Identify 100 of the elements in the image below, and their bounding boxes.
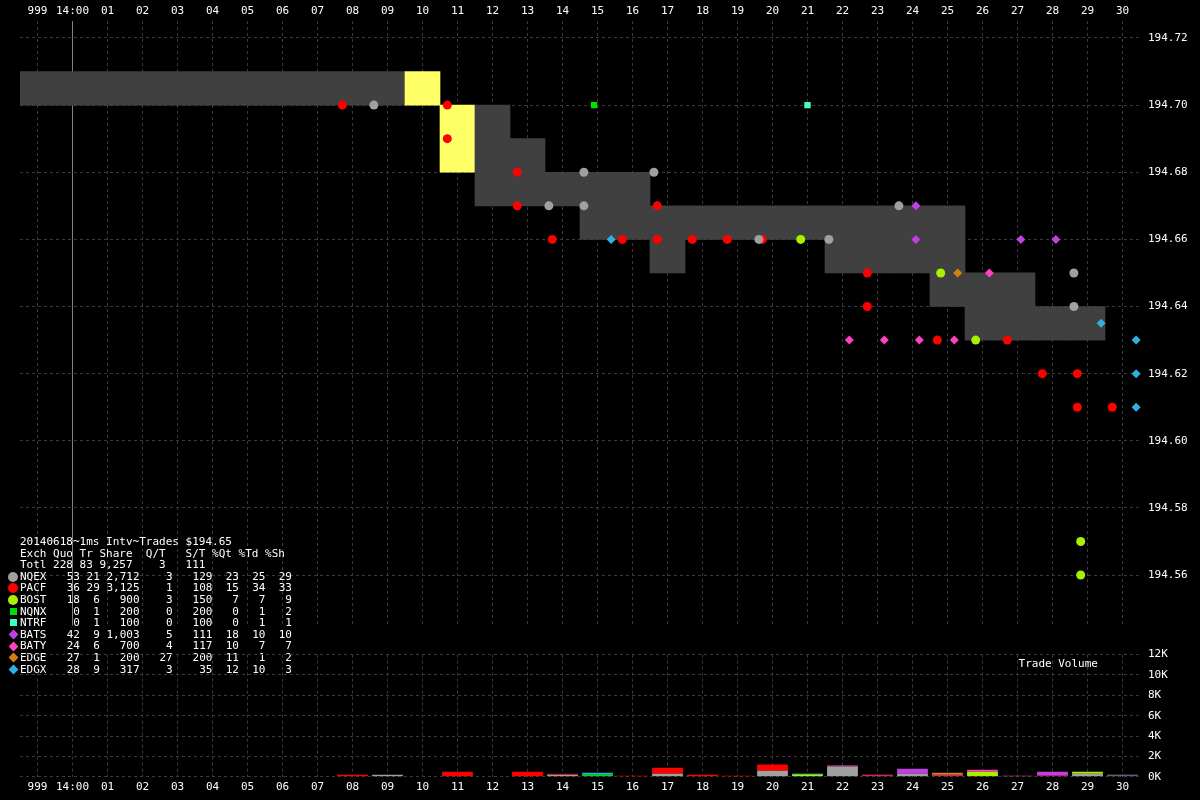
text: 24 6 700 4 117 10 7 7 bbox=[65, 639, 292, 653]
y-tick-label: 194.72 bbox=[1148, 30, 1188, 44]
x-tick-label: 29 bbox=[1080, 4, 1095, 18]
x-tick-label: 22 bbox=[835, 4, 850, 18]
x-tick-label: 14 bbox=[555, 780, 570, 794]
x-tick-label: 27 bbox=[1010, 780, 1025, 794]
x-tick-label: 18 bbox=[695, 4, 710, 18]
x-tick-label: 08 bbox=[345, 780, 360, 794]
x-tick-label: 09 bbox=[380, 780, 395, 794]
y-tick-label: 194.62 bbox=[1148, 366, 1188, 380]
x-tick-label: 14:00 bbox=[55, 780, 90, 794]
annotation: 53 21 2,712 3 129 23 25 29 bbox=[65, 569, 292, 583]
y-tick-label: 194.68 bbox=[1148, 165, 1188, 179]
x-tick-label: 06 bbox=[275, 4, 290, 18]
x-tick-label: 10 bbox=[415, 780, 430, 794]
y-tick-label: 194.64 bbox=[1148, 299, 1189, 313]
legend-label: BATS bbox=[20, 627, 47, 641]
x-tick-label: 25 bbox=[940, 4, 955, 18]
y-tick-label: 0K bbox=[1148, 769, 1162, 783]
x-tick-label: 20 bbox=[765, 4, 780, 18]
y-tick-label: 8K bbox=[1148, 688, 1162, 702]
x-tick-label: 999 bbox=[27, 4, 48, 18]
y-tick-label: 194.56 bbox=[1148, 567, 1188, 581]
x-tick-label: 11 bbox=[450, 780, 465, 794]
x-tick-label: 23 bbox=[870, 4, 885, 18]
y-tick-label: 194.66 bbox=[1148, 232, 1188, 246]
x-tick-label: 24 bbox=[905, 780, 920, 794]
legend-label: EDGE bbox=[20, 650, 47, 664]
x-tick-label: 09 bbox=[380, 4, 395, 18]
x-tick-label: 08 bbox=[345, 4, 360, 18]
x-tick-label: 14 bbox=[555, 4, 570, 18]
y-tick-label: 194.60 bbox=[1148, 433, 1188, 447]
legend-label: NQNX bbox=[20, 604, 47, 618]
x-tick-label: 07 bbox=[310, 780, 325, 794]
x-tick-label: 05 bbox=[240, 4, 255, 18]
y-tick-label: 10K bbox=[1148, 667, 1169, 681]
x-tick-label: 07 bbox=[310, 4, 325, 18]
annotation: Totl 228 83 9,257 3 111 bbox=[20, 558, 206, 572]
x-tick-label: 06 bbox=[275, 780, 290, 794]
y-tick-label: 194.70 bbox=[1148, 97, 1188, 111]
x-tick-label: 23 bbox=[870, 780, 885, 794]
x-tick-label: 02 bbox=[135, 780, 150, 794]
y-tick-label: 4K bbox=[1148, 728, 1162, 742]
annotation: 36 29 3,125 1 108 15 34 33 bbox=[65, 581, 292, 595]
x-tick-label: 21 bbox=[800, 4, 815, 18]
chart-title: Trade Volume bbox=[1018, 656, 1098, 670]
x-tick-label: 28 bbox=[1045, 4, 1060, 18]
x-tick-label: 20 bbox=[765, 780, 780, 794]
text: 42 9 1,003 5 111 18 10 10 bbox=[65, 627, 292, 641]
x-tick-label: 19 bbox=[730, 780, 745, 794]
x-tick-label: 02 bbox=[135, 4, 150, 18]
annotation: 0 1 200 0 200 0 1 2 bbox=[72, 604, 292, 618]
y-tick-label: 2K bbox=[1148, 749, 1162, 763]
x-tick-label: 29 bbox=[1080, 780, 1095, 794]
x-tick-label: 19 bbox=[730, 4, 745, 18]
annotation: 18 6 900 3 150 7 7 9 bbox=[65, 592, 292, 606]
x-tick-label: 15 bbox=[590, 780, 605, 794]
x-tick-label: 22 bbox=[835, 780, 850, 794]
y-tick-label: 12K bbox=[1148, 647, 1169, 661]
x-tick-label: 03 bbox=[170, 780, 185, 794]
x-tick-label: 05 bbox=[240, 780, 255, 794]
x-tick-label: 12 bbox=[485, 780, 500, 794]
x-tick-label: 28 bbox=[1045, 780, 1060, 794]
legend-label: NQEX bbox=[20, 569, 47, 583]
legend-label: BOST bbox=[20, 592, 47, 606]
x-tick-label: 01 bbox=[100, 780, 115, 794]
x-tick-label: 01 bbox=[100, 4, 115, 18]
x-tick-label: 26 bbox=[975, 4, 990, 18]
legend-label: PACF bbox=[20, 581, 47, 595]
annotation: 0 1 100 0 100 0 1 1 bbox=[72, 616, 292, 630]
x-tick-label: 17 bbox=[660, 780, 675, 794]
x-tick-label: 30 bbox=[1115, 4, 1130, 18]
x-tick-label: 04 bbox=[205, 4, 220, 18]
x-tick-label: 30 bbox=[1115, 780, 1130, 794]
y-tick-label: 194.58 bbox=[1148, 500, 1188, 514]
annotation: 20140618~1ms Intv~Trades $194.65 bbox=[20, 535, 232, 548]
x-tick-label: 26 bbox=[975, 780, 990, 794]
x-tick-label: 04 bbox=[205, 780, 220, 794]
legend-label: EDGX bbox=[20, 662, 47, 676]
x-tick-label: 15 bbox=[590, 4, 605, 18]
x-tick-label: 999 bbox=[27, 780, 48, 794]
x-tick-label: 21 bbox=[800, 780, 815, 794]
x-tick-label: 27 bbox=[1010, 4, 1025, 18]
annotation: 28 9 317 3 35 12 10 3 bbox=[65, 662, 292, 676]
x-tick-label: 03 bbox=[170, 4, 185, 18]
x-tick-label: 11 bbox=[450, 4, 465, 18]
annotation: Exch Quo Tr Share Q/T S/T %Qt %Td %Sh bbox=[20, 546, 285, 560]
x-tick-label: 16 bbox=[625, 4, 640, 18]
x-tick-label: 10 bbox=[415, 4, 430, 18]
x-tick-label: 13 bbox=[520, 780, 535, 794]
x-tick-label: 13 bbox=[520, 4, 535, 18]
x-tick-label: 24 bbox=[905, 4, 920, 18]
x-tick-label: 12 bbox=[485, 4, 500, 18]
legend-label: NTRF bbox=[20, 616, 47, 630]
y-tick-label: 6K bbox=[1148, 708, 1162, 722]
x-tick-label: 25 bbox=[940, 780, 955, 794]
x-tick-label: 17 bbox=[660, 4, 675, 18]
x-tick-label: 14:00 bbox=[55, 4, 90, 18]
legend-label: BATY bbox=[20, 639, 47, 653]
x-tick-label: 18 bbox=[695, 780, 710, 794]
